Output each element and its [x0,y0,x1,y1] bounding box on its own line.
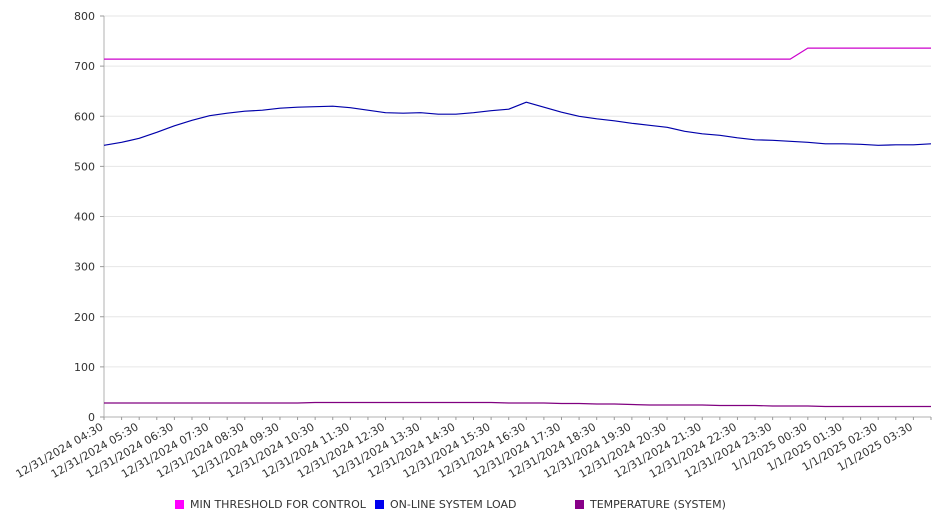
y-tick-label: 400 [74,211,95,224]
legend-item-temperature[interactable]: TEMPERATURE (SYSTEM) [575,497,726,513]
legend-label-system-load: ON-LINE SYSTEM LOAD [390,498,517,511]
y-tick-label: 100 [74,361,95,374]
legend-item-system-load[interactable]: ON-LINE SYSTEM LOAD [375,497,516,513]
series-line-0 [104,47,931,60]
y-tick-label: 500 [74,160,95,173]
legend-swatch-min-threshold [175,500,184,509]
legend-swatch-temperature [575,500,584,509]
y-tick-label: 300 [74,261,95,274]
legend-label-temperature: TEMPERATURE (SYSTEM) [590,498,726,511]
series-line-2 [104,401,931,408]
gridlines [104,15,931,368]
legend-swatch-system-load [375,500,384,509]
y-tick-label: 200 [74,311,95,324]
y-tick-label: 600 [74,110,95,123]
legend-item-min-threshold[interactable]: MIN THRESHOLD FOR CONTROL [175,497,366,513]
y-tick-label: 700 [74,60,95,73]
series-lines [103,47,932,408]
legend-label-min-threshold: MIN THRESHOLD FOR CONTROL [190,498,366,511]
y-tick-label: 0 [88,411,95,424]
y-axis-ticks: 0 100 200 300 400 500 600 700 800 [74,10,104,424]
y-tick-label: 800 [74,10,95,23]
series-line-1 [103,101,932,146]
chart-legend: MIN THRESHOLD FOR CONTROL ON-LINE SYSTEM… [0,497,946,515]
